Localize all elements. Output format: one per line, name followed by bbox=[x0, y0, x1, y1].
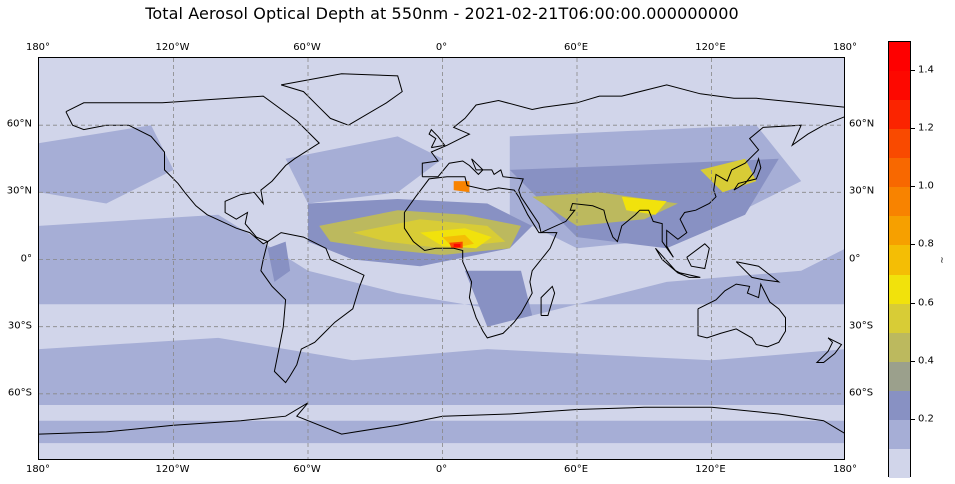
lat-tick-label-right: 60°S bbox=[849, 387, 874, 399]
colorbar-band bbox=[889, 390, 910, 420]
coastline-madagascar bbox=[540, 285, 556, 316]
colorbar-band bbox=[889, 100, 910, 130]
coastline-north-america bbox=[65, 95, 320, 245]
aod-region-indogangetic bbox=[621, 196, 667, 215]
lon-tick-label-top: 180° bbox=[832, 42, 858, 53]
colorbar-label: ~ bbox=[935, 256, 946, 264]
colorbar-band bbox=[889, 361, 910, 391]
coastline-japan bbox=[733, 157, 762, 191]
aod-region-china bbox=[700, 158, 757, 193]
colorbar-band bbox=[889, 42, 910, 72]
lon-tick-label-top: 120°W bbox=[155, 42, 190, 53]
lon-tick-label-top: 60°E bbox=[563, 42, 589, 53]
coastline-antarctica bbox=[39, 402, 844, 435]
aod-region-southern bbox=[39, 337, 844, 405]
aod-region-safrica bbox=[464, 270, 533, 327]
lat-tick-label-left: 60°S bbox=[7, 387, 32, 399]
coastline-south-america bbox=[260, 232, 365, 384]
lon-tick-label-bottom: 120°E bbox=[695, 464, 726, 475]
colorbar-band bbox=[889, 187, 910, 217]
aod-region-libya bbox=[453, 181, 470, 193]
coastline-new-zealand bbox=[815, 337, 843, 363]
colorbar-band bbox=[889, 216, 910, 246]
colorbar-tickmark bbox=[911, 128, 915, 130]
colorbar-band bbox=[889, 129, 910, 159]
aod-region-samerica bbox=[267, 241, 291, 282]
colorbar-tick-label: 0.6 bbox=[918, 297, 934, 309]
aod-region-antarctic bbox=[39, 420, 844, 444]
colorbar-band bbox=[889, 448, 910, 478]
colorbar-tick-label: 0.2 bbox=[918, 413, 934, 425]
colorbar-band bbox=[889, 419, 910, 449]
lon-tick-label-bottom: 60°E bbox=[563, 464, 589, 475]
lon-tick-label-bottom: 0° bbox=[435, 464, 448, 475]
lon-tick-label-top: 60°W bbox=[293, 42, 321, 53]
colorbar-tick-label: 1.4 bbox=[918, 64, 934, 76]
colorbar-band bbox=[889, 332, 910, 362]
aod-field-layer bbox=[39, 125, 844, 444]
colorbar-tickmark bbox=[911, 302, 915, 304]
lat-tick-label-left: 0° bbox=[20, 253, 32, 264]
colorbar-band bbox=[889, 158, 910, 188]
colorbar-band bbox=[889, 71, 910, 101]
lon-tick-label-top: 0° bbox=[435, 42, 448, 53]
colorbar bbox=[888, 41, 911, 478]
aod-region-natlantic bbox=[285, 136, 443, 204]
colorbar-tickmark bbox=[911, 186, 915, 188]
colorbar-tick-label: 0.8 bbox=[918, 238, 934, 250]
colorbar-tickmark bbox=[911, 244, 915, 246]
colorbar-tick-label: 1.2 bbox=[918, 122, 934, 134]
lat-tick-label-right: 30°S bbox=[849, 320, 874, 332]
coastlines bbox=[39, 73, 844, 435]
lon-tick-label-bottom: 180° bbox=[832, 464, 858, 475]
coastline-borneo bbox=[686, 243, 710, 270]
colorbar-band bbox=[889, 274, 910, 304]
aod-region-hotspot bbox=[453, 243, 461, 248]
aerosol-map bbox=[39, 58, 844, 459]
lat-tick-label-right: 30°N bbox=[849, 185, 875, 197]
gridlines bbox=[39, 58, 844, 459]
colorbar-band bbox=[889, 245, 910, 275]
lat-tick-label-right: 0° bbox=[849, 253, 861, 264]
colorbar-tickmark bbox=[911, 360, 915, 362]
coastline-eurasia bbox=[421, 84, 844, 258]
aod-region-npacific bbox=[39, 125, 174, 204]
lon-tick-label-top: 180° bbox=[25, 42, 51, 53]
coastline-indonesia bbox=[655, 247, 701, 278]
colorbar-tick-label: 0.4 bbox=[918, 355, 934, 367]
lon-tick-label-top: 120°E bbox=[695, 42, 726, 53]
map-panel bbox=[38, 57, 845, 460]
colorbar-tickmark bbox=[911, 418, 915, 420]
coastline-uk bbox=[428, 128, 446, 149]
aod-region-tropics bbox=[39, 214, 844, 316]
coastline-new-guinea bbox=[735, 261, 781, 283]
lat-tick-label-left: 60°N bbox=[6, 118, 32, 130]
lon-tick-label-bottom: 120°W bbox=[155, 464, 190, 475]
chart-title: Total Aerosol Optical Depth at 550nm - 2… bbox=[145, 4, 739, 23]
lat-tick-label-left: 30°N bbox=[6, 185, 32, 197]
coastline-greenland bbox=[280, 73, 403, 126]
colorbar-tickmark bbox=[911, 70, 915, 72]
lat-tick-label-right: 60°N bbox=[849, 118, 875, 130]
lon-tick-label-bottom: 180° bbox=[25, 464, 51, 475]
coastline-africa bbox=[403, 176, 558, 339]
lon-tick-label-bottom: 60°W bbox=[293, 464, 321, 475]
colorbar-tick-label: 1.0 bbox=[918, 180, 934, 192]
lat-tick-label-left: 30°S bbox=[7, 320, 32, 332]
colorbar-band bbox=[889, 303, 910, 333]
coastline-australia bbox=[697, 282, 786, 348]
